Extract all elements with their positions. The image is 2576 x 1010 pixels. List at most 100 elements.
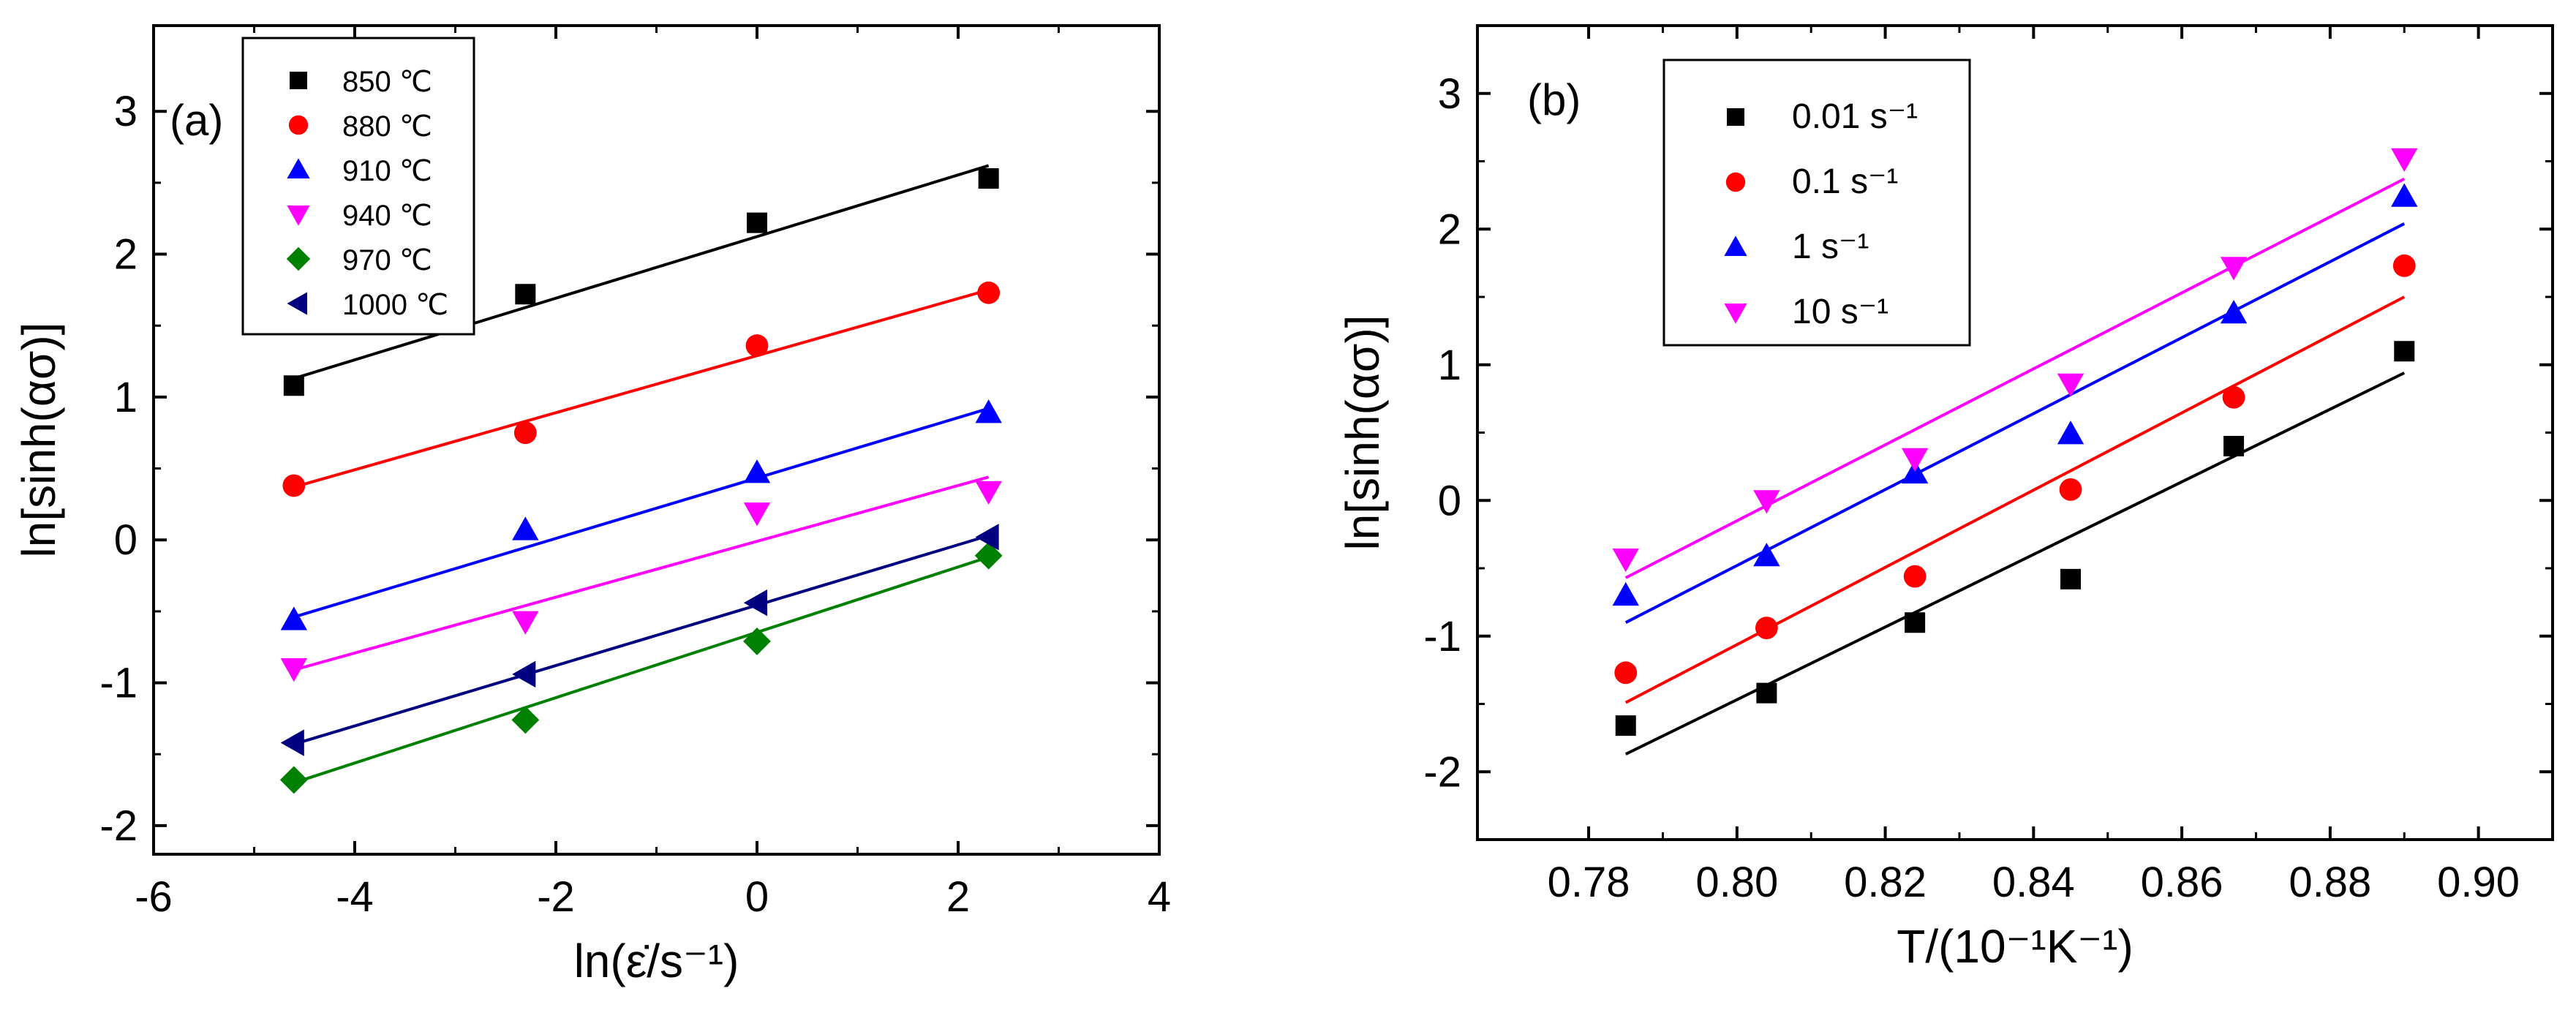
fit-line [1624, 177, 2406, 579]
series-0 [283, 164, 999, 396]
fit-line [293, 555, 990, 785]
data-point [2220, 257, 2248, 281]
data-point [2391, 183, 2418, 207]
legend-label: 880 ℃ [342, 110, 432, 143]
data-point [1612, 549, 1639, 573]
legend-label: 940 ℃ [342, 200, 432, 232]
legend-marker [288, 115, 309, 135]
data-point [1755, 617, 1778, 640]
y-tick-label: 2 [114, 231, 138, 279]
x-tick-label: 4 [1148, 873, 1171, 921]
series-2 [280, 399, 1002, 630]
x-tick-label: 0.90 [2437, 859, 2520, 906]
y-tick-label: 0 [1438, 477, 1461, 524]
data-point [1901, 459, 1929, 484]
panel-a: -6 -4 -2 0 2 4 -2 -1 0 1 2 3 ln(ε̇/s⁻¹) ln[sinh(ασ)] (… [12, 24, 1171, 987]
y-tick-label: 3 [114, 88, 138, 135]
data-point [512, 516, 539, 540]
fit-line [293, 534, 990, 746]
legend-label: 910 ℃ [342, 155, 432, 187]
data-point [975, 524, 999, 551]
fit-line [1624, 222, 2406, 624]
legend-label: 10 s⁻¹ [1792, 293, 1888, 331]
y-tick-label: -1 [99, 660, 138, 707]
fit-line [293, 475, 990, 671]
data-point [2392, 254, 2416, 277]
data-point [743, 628, 771, 655]
x-tick-label: -4 [336, 873, 374, 921]
data-point [280, 658, 308, 682]
legend-marker [1727, 108, 1744, 126]
series-1 [282, 281, 1001, 497]
legend: 0.01 s⁻¹ 0.1 s⁻¹ 1 s⁻¹ 10 s⁻¹ [1662, 59, 1971, 347]
data-point [1905, 612, 1926, 633]
y-axis-title: ln[sinh(ασ)] [1336, 315, 1389, 551]
data-point [1615, 715, 1636, 736]
y-tick-label: 3 [1438, 70, 1461, 118]
series-3 [280, 475, 1002, 682]
data-point [282, 474, 306, 497]
x-tick-label: 0.84 [1992, 859, 2075, 906]
series-1 [1614, 254, 2416, 704]
data-point [974, 541, 1003, 570]
data-point [743, 502, 771, 527]
data-point [2057, 421, 2084, 445]
fit-line [293, 288, 990, 489]
data-point [1614, 661, 1638, 685]
x-tick-label: 0 [745, 873, 769, 921]
y-tick-label: 1 [114, 374, 138, 421]
legend-label: 1 s⁻¹ [1792, 227, 1869, 266]
legend-marker [287, 206, 310, 226]
x-tick-label: -6 [135, 873, 173, 921]
series-2 [1612, 183, 2418, 624]
legend-marker [287, 158, 310, 178]
data-point [2060, 568, 2082, 589]
series-0 [1615, 341, 2415, 755]
data-point [512, 611, 539, 635]
data-point [513, 421, 537, 445]
legend-label: 850 ℃ [342, 66, 432, 98]
data-point [1903, 565, 1927, 588]
series-4 [279, 541, 1003, 794]
x-tick-label: 0.82 [1844, 859, 1927, 906]
y-tick-label: -1 [1423, 613, 1461, 660]
panel-b: 0.78 0.80 0.82 0.84 0.86 0.88 0.90 -2 -1 0 1 2 3 T/(1… [1336, 24, 2554, 973]
data-point [1901, 448, 1929, 472]
series-5 [280, 524, 999, 756]
data-point [283, 375, 304, 396]
y-axis-title: ln[sinh(ασ)] [12, 323, 65, 558]
data-point [2057, 373, 2084, 397]
data-point [2223, 436, 2245, 457]
data-point [743, 589, 767, 617]
fit-line [293, 164, 990, 380]
x-tick-label: 2 [946, 873, 970, 921]
data-point [2220, 300, 2248, 324]
series-3 [1612, 148, 2418, 579]
legend-label: 1000 ℃ [342, 289, 448, 321]
legend: 850 ℃ 880 ℃ 910 ℃ 940 ℃ 970 ℃ 1000 ℃ [241, 37, 475, 336]
data-point [743, 459, 771, 483]
data-point [280, 606, 308, 630]
data-point [2222, 385, 2245, 409]
panel-label: (a) [170, 96, 223, 145]
legend-marker [1724, 235, 1747, 256]
data-point [747, 212, 767, 233]
data-point [280, 729, 304, 756]
y-tick-label: 0 [114, 516, 138, 564]
y-tick-label: 2 [1438, 206, 1461, 253]
legend-label: 0.1 s⁻¹ [1792, 162, 1898, 201]
legend-label: 970 ℃ [342, 244, 432, 276]
data-point [977, 281, 1001, 304]
legend-box [241, 37, 475, 336]
data-point [975, 480, 1002, 505]
x-axis-title: ln(ε̇/s⁻¹) [574, 935, 739, 987]
data-point [1753, 543, 1780, 567]
legend-marker [290, 72, 307, 89]
data-point [978, 168, 999, 189]
data-point [745, 334, 769, 357]
x-tick-label: -2 [537, 873, 575, 921]
data-point [1756, 682, 1777, 704]
fit-line [293, 407, 990, 619]
x-tick-label: 0.88 [2289, 859, 2371, 906]
plot-frame [1476, 24, 2554, 841]
